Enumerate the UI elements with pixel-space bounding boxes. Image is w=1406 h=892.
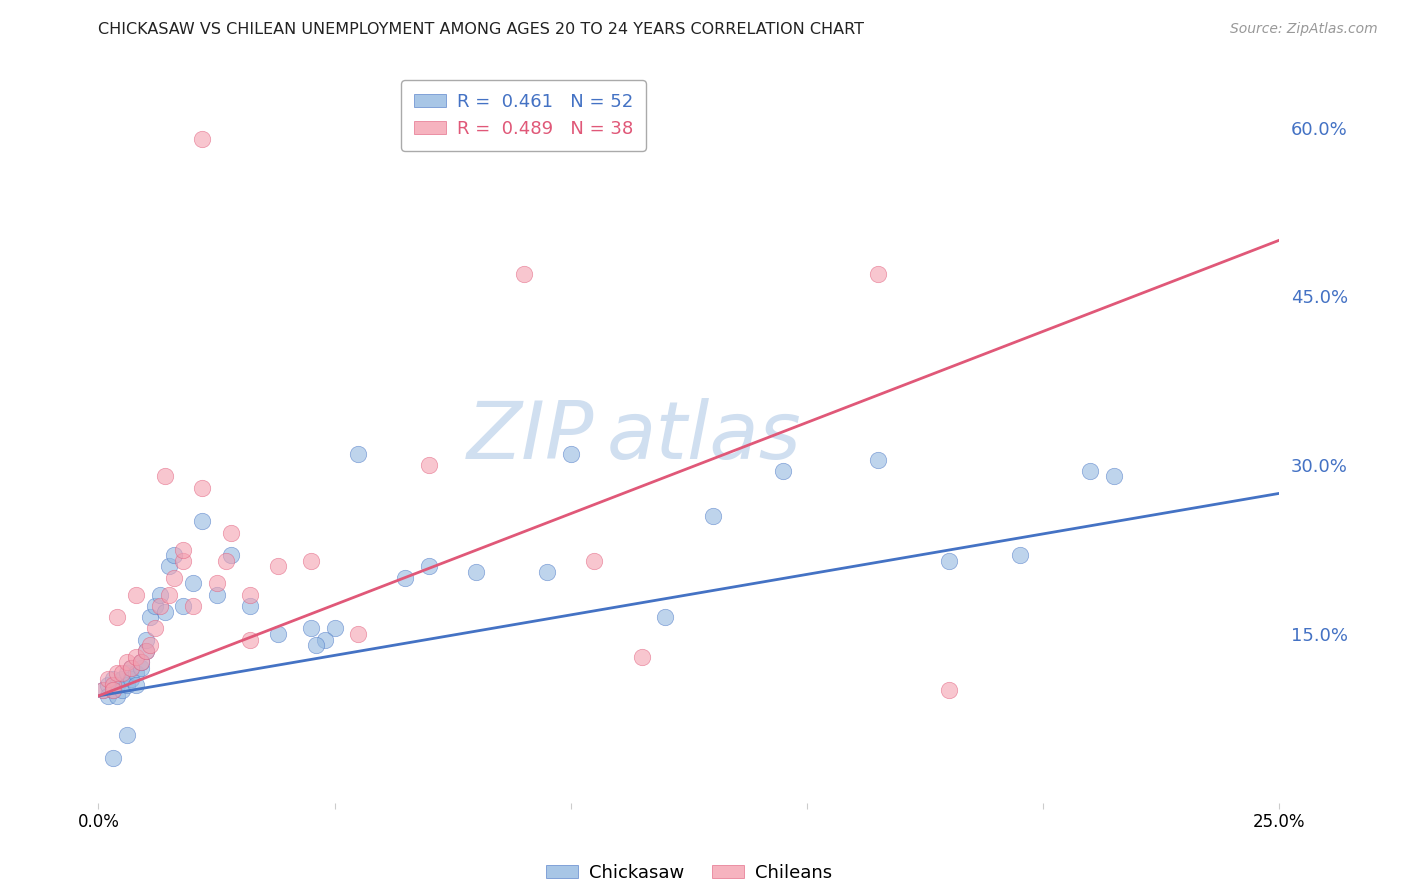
Point	[121, 661, 143, 675]
Point	[115, 678, 138, 692]
Point	[702, 508, 724, 523]
Text: Source: ZipAtlas.com: Source: ZipAtlas.com	[1230, 22, 1378, 37]
Point	[129, 655, 152, 669]
Point	[938, 683, 960, 698]
Point	[219, 525, 242, 540]
Point	[105, 689, 128, 703]
Point	[143, 621, 166, 635]
Point	[267, 627, 290, 641]
Point	[111, 666, 134, 681]
Point	[97, 672, 120, 686]
Point	[163, 548, 186, 562]
Point	[101, 672, 124, 686]
Point	[143, 599, 166, 613]
Point	[938, 554, 960, 568]
Point	[125, 588, 148, 602]
Point	[239, 588, 262, 602]
Point	[239, 599, 262, 613]
Point	[205, 576, 228, 591]
Point	[205, 588, 228, 602]
Point	[153, 605, 176, 619]
Point	[163, 571, 186, 585]
Point	[121, 661, 143, 675]
Point	[91, 683, 114, 698]
Point	[101, 683, 124, 698]
Point	[654, 610, 676, 624]
Point	[323, 621, 346, 635]
Point	[121, 672, 143, 686]
Point	[418, 458, 440, 473]
Point	[172, 554, 194, 568]
Point	[267, 559, 290, 574]
Point	[465, 565, 488, 579]
Point	[101, 751, 124, 765]
Point	[299, 621, 322, 635]
Point	[630, 649, 652, 664]
Point	[305, 638, 328, 652]
Point	[347, 447, 370, 461]
Point	[105, 678, 128, 692]
Point	[105, 666, 128, 681]
Point	[101, 683, 124, 698]
Point	[314, 632, 336, 647]
Text: CHICKASAW VS CHILEAN UNEMPLOYMENT AMONG AGES 20 TO 24 YEARS CORRELATION CHART: CHICKASAW VS CHILEAN UNEMPLOYMENT AMONG …	[98, 22, 865, 37]
Point	[394, 571, 416, 585]
Point	[97, 689, 120, 703]
Point	[129, 661, 152, 675]
Point	[115, 728, 138, 742]
Point	[91, 683, 114, 698]
Point	[115, 655, 138, 669]
Point	[347, 627, 370, 641]
Point	[866, 452, 889, 467]
Point	[299, 554, 322, 568]
Point	[139, 638, 162, 652]
Point	[560, 447, 582, 461]
Point	[157, 559, 180, 574]
Point	[97, 678, 120, 692]
Point	[135, 644, 157, 658]
Point	[181, 576, 204, 591]
Point	[101, 678, 124, 692]
Point	[135, 632, 157, 647]
Point	[181, 599, 204, 613]
Point	[153, 469, 176, 483]
Point	[139, 610, 162, 624]
Point	[149, 599, 172, 613]
Point	[157, 588, 180, 602]
Point	[219, 548, 242, 562]
Point	[772, 464, 794, 478]
Legend: Chickasaw, Chileans: Chickasaw, Chileans	[538, 856, 839, 888]
Point	[866, 267, 889, 281]
Point	[125, 649, 148, 664]
Point	[536, 565, 558, 579]
Point	[115, 666, 138, 681]
Point	[135, 644, 157, 658]
Point	[1008, 548, 1031, 562]
Text: ZIP: ZIP	[467, 398, 595, 476]
Point	[129, 655, 152, 669]
Point	[191, 481, 214, 495]
Point	[1080, 464, 1102, 478]
Point	[111, 672, 134, 686]
Point	[239, 632, 262, 647]
Point	[172, 542, 194, 557]
Point	[191, 132, 214, 146]
Point	[125, 666, 148, 681]
Point	[191, 515, 214, 529]
Point	[105, 610, 128, 624]
Text: atlas: atlas	[606, 398, 801, 476]
Point	[215, 554, 238, 568]
Point	[111, 683, 134, 698]
Point	[125, 678, 148, 692]
Point	[172, 599, 194, 613]
Point	[512, 267, 534, 281]
Point	[149, 588, 172, 602]
Point	[1102, 469, 1125, 483]
Point	[583, 554, 606, 568]
Point	[418, 559, 440, 574]
